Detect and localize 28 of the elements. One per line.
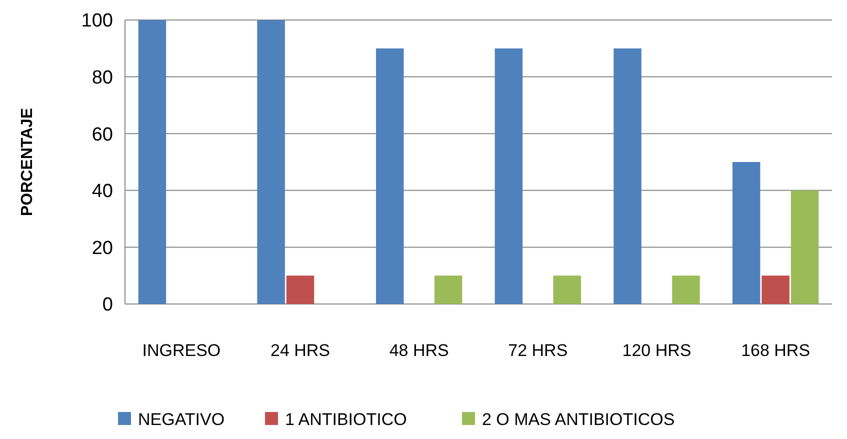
legend-label: NEGATIVO <box>138 410 225 429</box>
x-tick-label: 24 HRS <box>270 341 330 360</box>
y-tick-label: 20 <box>92 238 113 259</box>
bar <box>732 162 760 304</box>
bar <box>790 190 819 304</box>
x-tick-label: 48 HRS <box>389 341 449 360</box>
bar <box>376 48 404 304</box>
y-tick-label: 100 <box>81 10 113 32</box>
y-tick-label: 40 <box>92 181 113 202</box>
legend-label: 1 ANTIBIOTICO <box>285 410 407 429</box>
bar <box>494 48 523 304</box>
bar <box>286 276 314 304</box>
bar <box>614 48 642 304</box>
legend-label: 2 O MAS ANTIBIOTICOS <box>482 410 675 429</box>
y-axis-title: PORCENTAJE <box>19 108 36 216</box>
bar <box>257 20 285 304</box>
bar <box>553 276 582 304</box>
bar <box>762 276 790 304</box>
x-tick-label: 120 HRS <box>622 341 692 360</box>
y-tick-label: 60 <box>92 124 113 146</box>
y-tick-label: 0 <box>102 294 113 316</box>
x-tick-label: INGRESO <box>142 341 221 360</box>
x-tick-label: 168 HRS <box>741 341 810 360</box>
bar <box>434 276 462 304</box>
y-tick-label: 80 <box>92 67 113 88</box>
bar <box>672 276 700 304</box>
bar <box>138 20 166 304</box>
x-tick-label: 72 HRS <box>508 341 568 360</box>
